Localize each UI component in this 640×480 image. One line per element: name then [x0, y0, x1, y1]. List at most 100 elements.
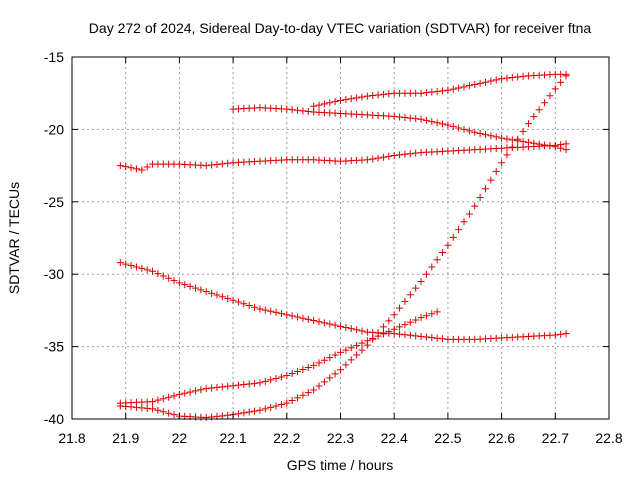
data-point — [277, 401, 285, 409]
data-point — [122, 260, 130, 268]
data-point — [283, 372, 291, 380]
data-point — [186, 282, 194, 290]
x-tick-label: 22.6 — [488, 430, 515, 446]
data-point — [315, 382, 323, 390]
data-point — [192, 284, 200, 292]
data-point — [132, 165, 140, 173]
data-point — [374, 154, 382, 162]
data-point — [428, 118, 436, 126]
data-point — [417, 89, 425, 97]
data-point — [465, 127, 473, 135]
data-point — [127, 262, 135, 270]
data-point — [557, 330, 565, 338]
data-point — [299, 107, 307, 115]
data-point — [294, 106, 302, 114]
data-point — [428, 263, 436, 271]
data-point — [234, 381, 242, 389]
data-point — [433, 334, 441, 342]
data-point — [304, 389, 312, 397]
series-arc-4 — [116, 259, 570, 343]
data-point — [213, 160, 221, 168]
data-point — [476, 129, 484, 137]
data-point — [439, 87, 447, 95]
data-point — [471, 202, 479, 210]
series-arc-6 — [116, 72, 570, 422]
data-point — [557, 78, 565, 86]
data-point — [245, 301, 253, 309]
data-point — [471, 81, 479, 89]
data-point — [514, 73, 522, 81]
data-point — [310, 386, 318, 394]
data-point — [551, 141, 559, 149]
data-point — [294, 394, 302, 402]
data-point — [358, 93, 366, 101]
data-point — [337, 322, 344, 330]
data-point — [326, 374, 334, 382]
data-point — [320, 319, 328, 327]
data-point — [503, 151, 511, 159]
data-point — [116, 162, 124, 170]
data-point — [342, 96, 350, 104]
data-point — [159, 272, 167, 280]
data-point — [245, 408, 253, 416]
data-point — [267, 376, 275, 384]
data-point — [337, 96, 344, 104]
data-point — [304, 315, 312, 323]
data-point — [390, 112, 398, 120]
data-point — [202, 288, 210, 296]
data-point — [224, 411, 232, 419]
data-point — [240, 300, 248, 308]
data-point — [283, 311, 291, 319]
data-point — [288, 106, 296, 114]
y-tick-label: -25 — [44, 194, 64, 210]
data-point — [299, 314, 307, 322]
data-point — [508, 143, 516, 151]
data-point — [251, 407, 259, 415]
data-point — [299, 365, 307, 373]
data-point — [326, 320, 334, 328]
data-point — [197, 286, 205, 294]
data-point — [256, 305, 264, 313]
data-point — [342, 361, 350, 369]
data-point — [460, 218, 468, 226]
data-point — [116, 259, 124, 267]
x-tick-label: 22.1 — [219, 430, 246, 446]
series-arc-3 — [116, 140, 570, 174]
data-point — [428, 88, 436, 96]
data-point — [487, 176, 495, 184]
data-point — [465, 82, 473, 90]
data-point — [422, 333, 430, 341]
data-point — [138, 166, 146, 174]
data-point — [444, 241, 452, 249]
data-point — [524, 120, 532, 128]
data-point — [240, 409, 248, 417]
data-point — [385, 317, 393, 325]
data-point — [218, 383, 226, 391]
data-point — [337, 348, 344, 356]
data-point — [433, 87, 441, 95]
data-point — [401, 321, 409, 329]
data-point — [374, 329, 382, 337]
data-point — [471, 128, 479, 136]
data-point — [149, 398, 157, 406]
data-point — [283, 105, 291, 113]
data-point — [294, 313, 302, 321]
data-point — [175, 390, 183, 398]
data-point — [326, 99, 334, 107]
data-point — [229, 296, 237, 304]
data-point — [320, 378, 328, 386]
data-point — [315, 318, 323, 326]
data-point — [267, 307, 275, 315]
data-point — [294, 368, 302, 376]
data-point — [406, 331, 414, 339]
data-point — [208, 384, 216, 392]
data-point — [310, 102, 318, 110]
data-point — [390, 311, 398, 319]
data-point — [460, 125, 468, 133]
data-point — [401, 331, 409, 339]
data-point — [492, 167, 500, 175]
data-point — [192, 387, 200, 395]
data-point — [363, 92, 371, 100]
x-tick-label: 21.9 — [112, 430, 139, 446]
data-point — [138, 264, 146, 272]
